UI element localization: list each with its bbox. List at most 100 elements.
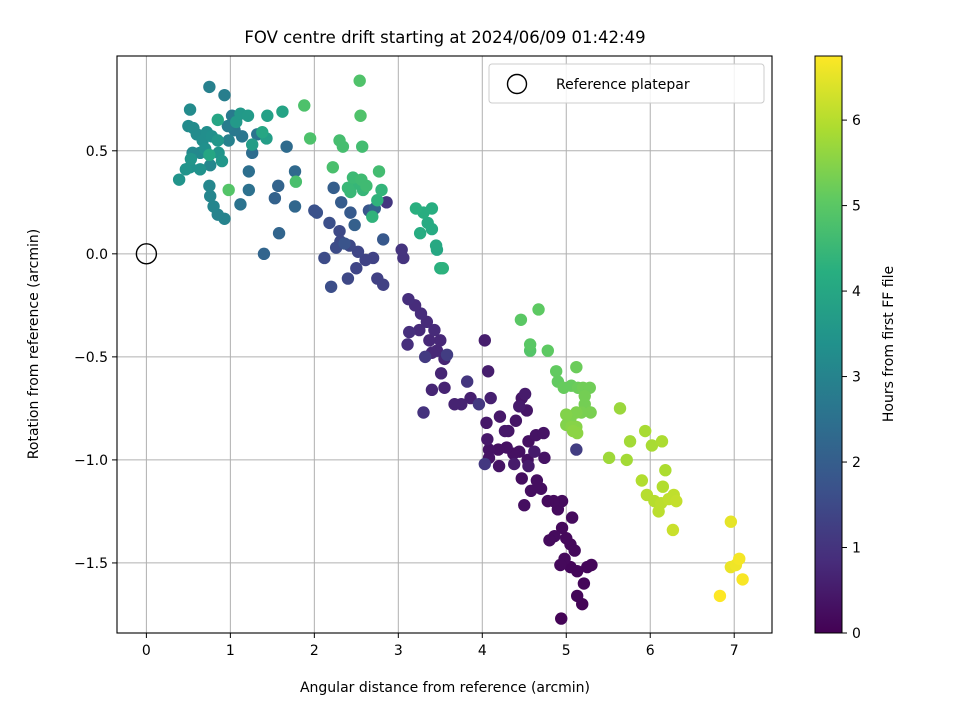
data-point: [577, 577, 591, 590]
data-point: [518, 499, 531, 512]
data-point: [509, 414, 523, 427]
colorbar-tick-label: 6: [852, 113, 861, 129]
data-point: [522, 459, 535, 473]
data-point: [413, 323, 426, 337]
data-point: [623, 435, 637, 448]
x-tick-label: 4: [478, 643, 487, 659]
data-point: [638, 424, 652, 438]
data-point: [724, 515, 738, 528]
data-point: [438, 381, 451, 394]
data-point: [413, 227, 427, 240]
data-point: [555, 521, 569, 535]
data-point: [429, 239, 443, 252]
data-point: [211, 134, 224, 147]
data-point: [515, 472, 528, 485]
data-point: [256, 126, 269, 139]
data-point: [713, 589, 727, 603]
reference-platepar-marker: [135, 243, 158, 265]
data-point: [272, 179, 285, 193]
data-point: [348, 218, 361, 232]
data-point: [376, 233, 390, 246]
data-point: [436, 262, 450, 275]
data-point: [585, 558, 598, 572]
data-point: [268, 191, 282, 205]
data-point: [523, 338, 537, 351]
data-point: [289, 175, 303, 188]
data-point: [423, 334, 436, 347]
data-point: [645, 439, 659, 452]
data-point: [434, 334, 447, 347]
data-point: [184, 152, 198, 166]
data-point: [492, 443, 505, 456]
data-point: [203, 179, 216, 193]
data-point: [524, 484, 538, 498]
y-tick-label: −0.5: [74, 350, 108, 366]
data-point: [207, 200, 220, 213]
data-point: [478, 457, 492, 471]
data-point: [245, 138, 259, 151]
data-point: [541, 344, 554, 357]
data-point: [380, 196, 393, 209]
data-point: [280, 140, 293, 153]
data-point: [242, 183, 256, 197]
data-point: [172, 173, 186, 186]
data-point: [530, 474, 544, 487]
data-point: [336, 140, 350, 153]
data-point: [570, 589, 584, 603]
data-point: [518, 387, 532, 401]
x-axis-ticks: 0 1 2 3 4 5 6 7: [142, 633, 739, 659]
data-point: [356, 140, 369, 153]
legend: Reference platepar: [488, 63, 765, 104]
data-point: [183, 103, 197, 116]
y-tick-label: −1.5: [74, 556, 108, 572]
data-point: [204, 159, 217, 172]
data-point: [308, 204, 321, 217]
data-point: [242, 165, 256, 178]
data-point: [541, 494, 554, 508]
data-point: [428, 323, 441, 337]
data-point: [401, 338, 414, 351]
colorbar-gradient: [814, 55, 843, 634]
data-point: [560, 532, 573, 545]
data-point: [620, 453, 633, 467]
data-point: [272, 227, 286, 240]
data-point: [733, 552, 746, 566]
legend-marker-icon: [506, 73, 528, 95]
y-tick-label: −1.0: [74, 453, 108, 469]
data-point: [276, 105, 289, 118]
data-point: [425, 222, 439, 236]
data-point: [652, 505, 665, 518]
data-point: [359, 253, 372, 267]
data-point: [204, 189, 217, 203]
data-point: [288, 165, 302, 178]
data-point: [602, 451, 616, 465]
data-point: [560, 408, 573, 421]
data-point: [203, 148, 216, 162]
data-point: [360, 179, 373, 193]
data-point: [481, 365, 495, 378]
data-point: [193, 163, 207, 176]
plot-frame: [116, 55, 773, 634]
data-point: [448, 398, 461, 411]
data-point: [514, 313, 528, 326]
data-point: [655, 435, 669, 448]
data-point: [395, 243, 408, 256]
data-point: [570, 443, 583, 456]
x-tick-label: 1: [226, 643, 235, 659]
data-point: [537, 426, 550, 440]
data-point: [354, 109, 367, 122]
data-point: [215, 154, 229, 168]
data-point: [555, 612, 568, 625]
data-point: [481, 433, 494, 446]
colorbar-tick-label: 4: [852, 284, 861, 300]
colorbar-tick-label: 2: [852, 455, 861, 471]
data-point: [532, 303, 545, 316]
data-point: [472, 398, 486, 411]
x-tick-label: 0: [142, 643, 151, 659]
data-point: [234, 198, 247, 211]
x-axis-label: Angular distance from reference (arcmin): [300, 680, 590, 696]
data-point: [566, 424, 580, 438]
data-point: [568, 544, 581, 557]
x-tick-label: 5: [562, 643, 571, 659]
